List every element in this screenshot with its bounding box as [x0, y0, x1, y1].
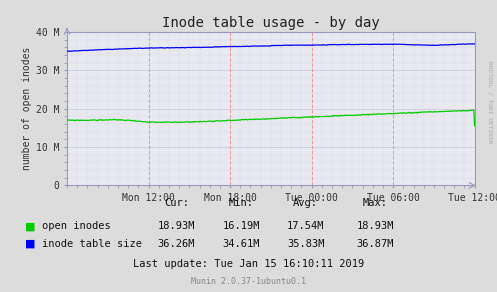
Text: Avg:: Avg:	[293, 198, 318, 208]
Text: 34.61M: 34.61M	[222, 239, 260, 249]
Title: Inode table usage - by day: Inode table usage - by day	[162, 15, 380, 29]
Text: Max:: Max:	[363, 198, 388, 208]
Text: inode table size: inode table size	[42, 239, 142, 249]
Text: ■: ■	[25, 221, 35, 231]
Text: 18.93M: 18.93M	[356, 221, 394, 231]
Text: RRDTOOL / TOBI OETIKER: RRDTOOL / TOBI OETIKER	[487, 61, 492, 143]
Text: 18.93M: 18.93M	[158, 221, 195, 231]
Y-axis label: number of open inodes: number of open inodes	[22, 47, 32, 171]
Text: Min:: Min:	[229, 198, 253, 208]
Text: Cur:: Cur:	[164, 198, 189, 208]
Text: 36.87M: 36.87M	[356, 239, 394, 249]
Text: 36.26M: 36.26M	[158, 239, 195, 249]
Text: ■: ■	[25, 239, 35, 249]
Text: 17.54M: 17.54M	[287, 221, 325, 231]
Text: 16.19M: 16.19M	[222, 221, 260, 231]
Text: open inodes: open inodes	[42, 221, 111, 231]
Text: Last update: Tue Jan 15 16:10:11 2019: Last update: Tue Jan 15 16:10:11 2019	[133, 259, 364, 269]
Text: 35.83M: 35.83M	[287, 239, 325, 249]
Text: Munin 2.0.37-1ubuntu0.1: Munin 2.0.37-1ubuntu0.1	[191, 277, 306, 286]
